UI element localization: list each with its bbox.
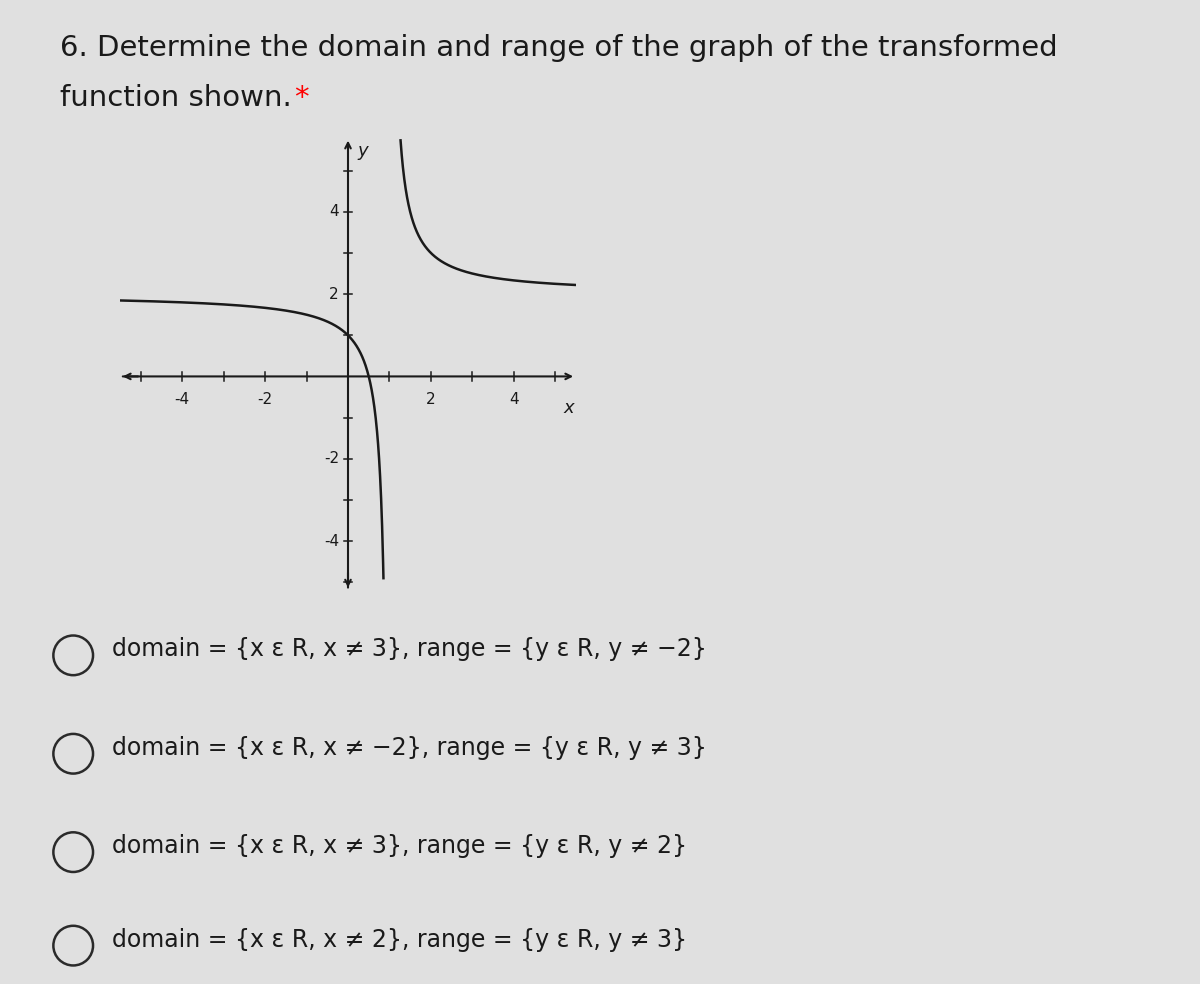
Text: -4: -4 [175,392,190,407]
Text: 6. Determine the domain and range of the graph of the transformed: 6. Determine the domain and range of the… [60,34,1057,62]
Text: 4: 4 [329,205,338,219]
Text: x: x [563,400,574,417]
Text: -2: -2 [258,392,272,407]
Text: *: * [294,84,308,111]
Text: y: y [358,142,367,159]
Text: domain = {x ε R, x ≠ 3}, range = {y ε R, y ≠ 2}: domain = {x ε R, x ≠ 3}, range = {y ε R,… [112,834,686,858]
Text: 2: 2 [329,286,338,302]
Text: domain = {x ε R, x ≠ 3}, range = {y ε R, y ≠ −2}: domain = {x ε R, x ≠ 3}, range = {y ε R,… [112,638,707,661]
Text: -4: -4 [324,533,338,548]
Text: 2: 2 [426,392,436,407]
Text: 4: 4 [509,392,518,407]
Text: domain = {x ε R, x ≠ −2}, range = {y ε R, y ≠ 3}: domain = {x ε R, x ≠ −2}, range = {y ε R… [112,736,707,760]
Text: -2: -2 [324,452,338,466]
Text: domain = {x ε R, x ≠ 2}, range = {y ε R, y ≠ 3}: domain = {x ε R, x ≠ 2}, range = {y ε R,… [112,928,686,952]
Text: function shown.: function shown. [60,84,301,111]
